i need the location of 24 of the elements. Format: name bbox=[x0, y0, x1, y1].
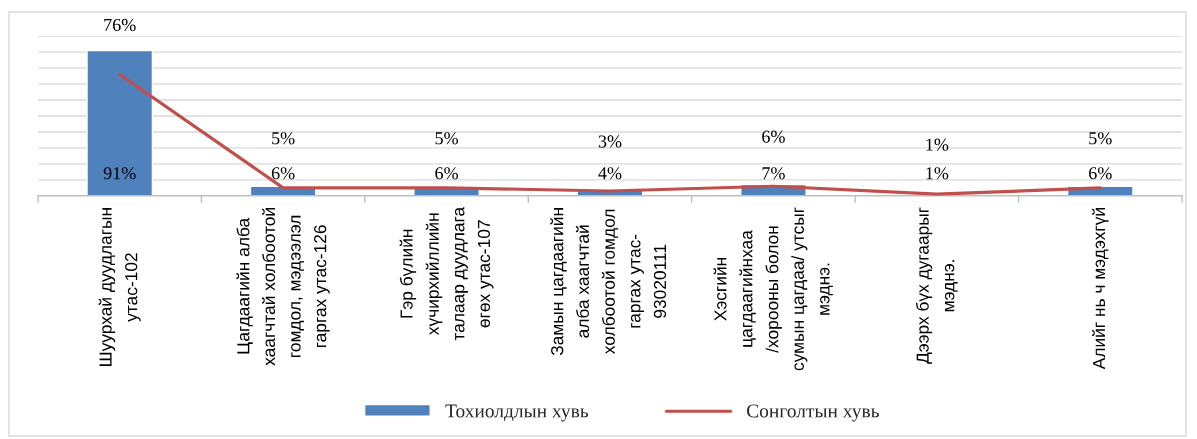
x-tick-label: Цагдаагийн алба хаагчтай холбоотой гомдол, мэдээлэл гаргах утас-126 bbox=[236, 208, 330, 366]
data-label: 6% bbox=[1089, 167, 1112, 180]
x-tick-label: Дээрх бүх дугаарыг мэднэ. bbox=[915, 207, 958, 364]
x-tick-label: Замын цагдаагийн алба хаагчтай холбоотой гомдол гаргах утас- 93020111 bbox=[550, 208, 667, 356]
x-tick-label: Хэсгийн цагдаагийнхаа /хорооны болон сумын цагдаа/ утсыг мэднэ. bbox=[713, 207, 833, 371]
legend-label: Сонголтын хувь bbox=[747, 404, 879, 422]
bar bbox=[86, 49, 154, 196]
data-label: 5% bbox=[1089, 132, 1112, 145]
data-label: 6% bbox=[435, 167, 458, 180]
legend-label: Тохиолдлын хувь bbox=[445, 404, 589, 422]
data-label: 1% bbox=[926, 138, 949, 151]
data-label: 6% bbox=[271, 167, 295, 180]
data-label: 91% bbox=[103, 167, 136, 180]
data-label: 3% bbox=[598, 135, 622, 148]
data-label: 6% bbox=[762, 130, 785, 143]
x-tick-label: Алийг нь ч мэдэхгүй bbox=[1092, 208, 1109, 370]
x-tick-label: Шуурхай дуудлагын утас-102 bbox=[98, 208, 141, 366]
data-label: 76% bbox=[104, 18, 136, 32]
x-tick-label: Гэр бүлийн хүчирхийллийн талаар дуудлага өгөх утас-107 bbox=[399, 206, 494, 341]
data-label: 7% bbox=[762, 167, 785, 180]
data-label: 5% bbox=[435, 132, 458, 145]
data-label: 5% bbox=[272, 132, 295, 145]
text: 1% bbox=[926, 167, 949, 180]
data-label: 4% bbox=[598, 167, 622, 180]
